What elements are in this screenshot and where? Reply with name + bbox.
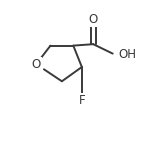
Text: F: F (79, 94, 85, 107)
Text: OH: OH (118, 48, 136, 61)
Text: O: O (89, 13, 98, 26)
Text: O: O (32, 58, 41, 71)
